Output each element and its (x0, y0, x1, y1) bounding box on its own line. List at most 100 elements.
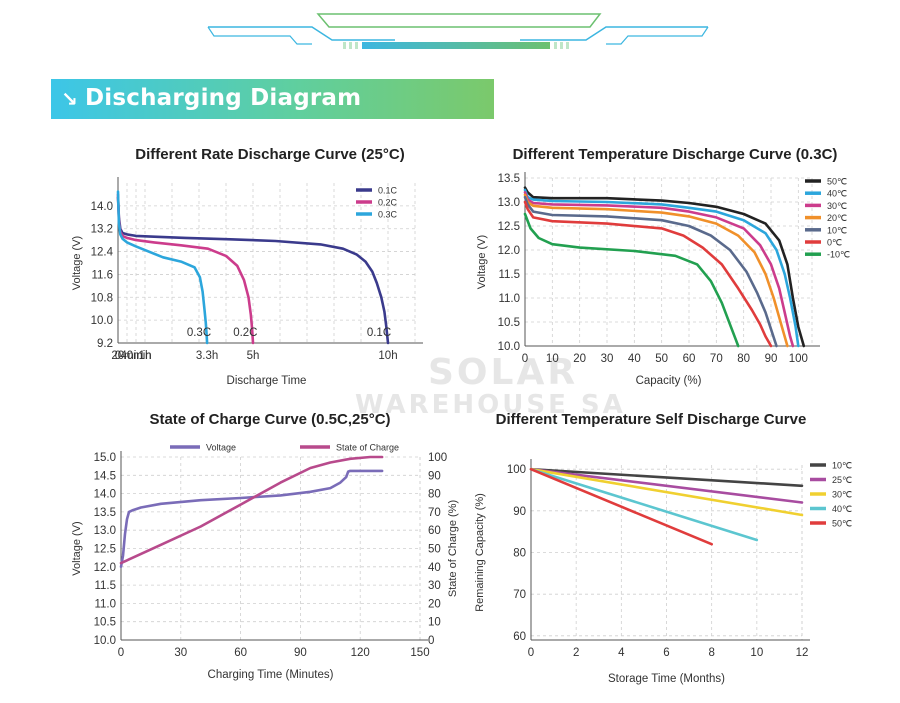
x-tick-label: 2 (573, 647, 579, 659)
y-tick-label: 12.0 (498, 245, 520, 257)
curve-annotation: 0.1C (367, 327, 391, 339)
x-tick-label: 1h (139, 350, 152, 362)
y2-tick-label: 30 (428, 580, 441, 592)
y2-tick-label: 10 (428, 617, 441, 629)
y-tick-label: 13.0 (94, 525, 116, 537)
series-line-30 (529, 467, 804, 517)
y-tick-label: 13.5 (498, 173, 520, 185)
y-tick-label: 11.0 (498, 293, 520, 305)
x-tick-label: 4 (618, 647, 625, 659)
legend-label: 0.3C (378, 210, 398, 220)
x-tick-label: 5h (247, 350, 260, 362)
series-line-50 (529, 467, 713, 546)
series-line-10 (523, 212, 740, 348)
legend-label: 10℃ (832, 461, 852, 471)
x-tick-label: 90 (294, 647, 307, 659)
y-tick-label: 10.0 (91, 315, 113, 327)
y2-tick-label: 20 (428, 598, 441, 610)
header-decoration (207, 13, 709, 49)
x-tick-label: 10h (378, 350, 397, 362)
series-line-10 (523, 195, 778, 348)
x-tick-label: 120 (351, 647, 370, 659)
x-tick-label: 0 (118, 647, 124, 659)
y2-axis-label: State of Charge (%) (447, 500, 459, 597)
series-line-Voltage (119, 469, 384, 569)
x-tick-label: 100 (789, 353, 808, 365)
self-discharge-chart: Different Temperature Self Discharge Cur… (474, 411, 852, 685)
y-tick-label: 90 (513, 506, 526, 518)
legend-label: -10℃ (827, 250, 850, 260)
legend-label: 40℃ (832, 504, 852, 514)
legend-label: 20℃ (827, 213, 847, 223)
y-tick-label: 13.0 (498, 197, 520, 209)
y-tick-label: 14.0 (94, 489, 116, 501)
series-line-40 (523, 188, 800, 348)
y-axis-label: Voltage (V) (71, 236, 83, 290)
y2-tick-label: 40 (428, 562, 441, 574)
y-tick-label: 100 (507, 464, 526, 476)
y2-tick-label: 50 (428, 544, 441, 556)
x-tick-label: 30 (601, 353, 614, 365)
legend-label: 0.1C (378, 186, 398, 196)
y2-tick-label: 100 (428, 452, 447, 464)
chart-title: Different Rate Discharge Curve (25°C) (135, 146, 404, 163)
y-tick-label: 12.0 (94, 562, 116, 574)
y2-tick-label: 0 (428, 635, 434, 647)
state-of-charge-chart: State of Charge Curve (0.5C,25°C) 10.0 10.… (71, 411, 459, 681)
series-line-30 (523, 191, 795, 348)
series-line-03C (116, 190, 209, 345)
legend-label: 10℃ (827, 225, 847, 235)
arrow-down-right-icon: ↘ (61, 87, 78, 111)
series-line-02C (116, 193, 255, 345)
x-tick-label: 12 (796, 647, 809, 659)
x-tick-label: 6 (663, 647, 669, 659)
legend-label: 50℃ (832, 519, 852, 529)
section-banner: ↘ Discharging Diagram (51, 79, 494, 119)
x-tick-label: 40min (120, 350, 151, 362)
x-tick-label: 150 (410, 647, 429, 659)
legend-label: 25℃ (832, 475, 852, 485)
chart-title: Different Temperature Self Discharge Cur… (496, 411, 807, 428)
y-tick-label: 14.0 (91, 201, 113, 213)
y2-tick-label: 70 (428, 507, 441, 519)
legend-label: 40℃ (827, 189, 847, 199)
y-axis-label: Voltage (V) (476, 235, 488, 289)
y-tick-label: 10.8 (91, 292, 113, 304)
x-tick-label: 0 (528, 647, 534, 659)
x-tick-label: 10 (546, 353, 559, 365)
x-tick-label: 3.3h (196, 350, 218, 362)
legend-label: 0℃ (827, 238, 842, 248)
y-tick-label: 10.0 (498, 341, 520, 353)
y-tick-label: 11.5 (498, 269, 520, 281)
x-tick-label: 8 (708, 647, 714, 659)
y2-tick-label: 80 (428, 489, 441, 501)
x-tick-label: 30 (174, 647, 187, 659)
x-axis-label: Storage Time (Months) (608, 673, 725, 685)
series-line-20 (523, 193, 789, 348)
y-tick-label: 13.5 (94, 507, 116, 519)
curve-annotation: 0.3C (187, 327, 211, 339)
y2-tick-label: 90 (428, 470, 441, 482)
series-line-0 (523, 200, 773, 348)
rate-discharge-chart: Different Rate Discharge Curve (25°C) 9.2… (71, 146, 423, 387)
series-line-50 (523, 186, 806, 348)
y-tick-label: 10.5 (498, 317, 520, 329)
y-axis-label: Voltage (V) (71, 521, 83, 575)
y-axis-label: Remaining Capacity (%) (474, 493, 486, 612)
chart-title: State of Charge Curve (0.5C,25°C) (149, 411, 390, 428)
series-line-25 (529, 467, 804, 504)
legend-label: 30℃ (832, 490, 852, 500)
y-tick-label: 80 (513, 548, 526, 560)
x-tick-label: 40 (628, 353, 641, 365)
series-line-01C (116, 195, 390, 345)
series-line-StateofCharge (119, 455, 384, 565)
legend-label: State of Charge (336, 443, 399, 453)
x-tick-label: 80 (737, 353, 750, 365)
x-tick-label: 0 (522, 353, 528, 365)
x-tick-label: 60 (683, 353, 696, 365)
y-tick-label: 13.2 (91, 224, 113, 236)
legend-label: 30℃ (827, 201, 847, 211)
x-tick-label: 90 (765, 353, 778, 365)
y-tick-label: 70 (513, 589, 526, 601)
x-tick-label: 20 (573, 353, 586, 365)
